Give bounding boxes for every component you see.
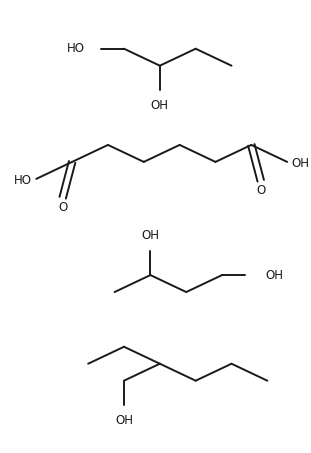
Text: OH: OH bbox=[142, 229, 160, 242]
Text: HO: HO bbox=[66, 42, 84, 55]
Text: OH: OH bbox=[266, 269, 283, 282]
Text: OH: OH bbox=[115, 414, 133, 427]
Text: OH: OH bbox=[151, 99, 169, 112]
Text: OH: OH bbox=[292, 157, 310, 170]
Text: HO: HO bbox=[14, 174, 32, 187]
Text: O: O bbox=[256, 183, 265, 197]
Text: O: O bbox=[58, 201, 67, 214]
